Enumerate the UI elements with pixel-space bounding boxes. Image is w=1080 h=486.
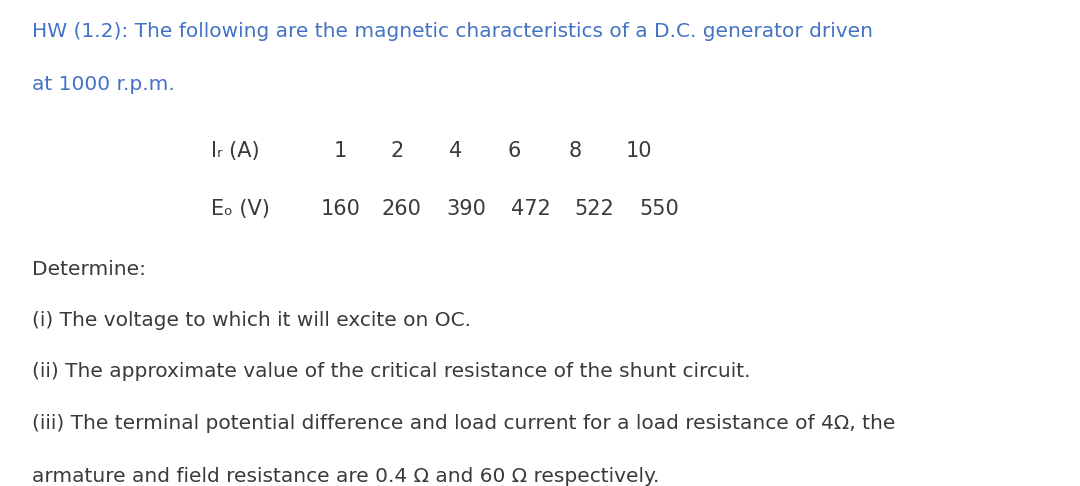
Text: 260: 260 bbox=[382, 199, 421, 219]
Text: armature and field resistance are 0.4 Ω and 60 Ω respectively.: armature and field resistance are 0.4 Ω … bbox=[32, 467, 660, 486]
Text: Eₒ (V): Eₒ (V) bbox=[211, 199, 270, 219]
Text: 550: 550 bbox=[639, 199, 678, 219]
Text: 10: 10 bbox=[626, 141, 652, 161]
Text: 8: 8 bbox=[569, 141, 582, 161]
Text: (iii) The terminal potential difference and load current for a load resistance o: (iii) The terminal potential difference … bbox=[32, 414, 895, 433]
Text: 6: 6 bbox=[508, 141, 521, 161]
Text: at 1000 r.p.m.: at 1000 r.p.m. bbox=[32, 75, 175, 94]
Text: (ii) The approximate value of the critical resistance of the shunt circuit.: (ii) The approximate value of the critic… bbox=[32, 362, 751, 381]
Text: 1: 1 bbox=[334, 141, 347, 161]
Text: 4: 4 bbox=[449, 141, 462, 161]
Text: Determine:: Determine: bbox=[32, 260, 147, 279]
Text: 472: 472 bbox=[512, 199, 551, 219]
Text: (i) The voltage to which it will excite on OC.: (i) The voltage to which it will excite … bbox=[32, 311, 471, 330]
Text: 522: 522 bbox=[575, 199, 613, 219]
Text: HW (1.2): The following are the magnetic characteristics of a D.C. generator dri: HW (1.2): The following are the magnetic… bbox=[32, 22, 874, 41]
Text: 160: 160 bbox=[321, 199, 360, 219]
Text: Iᵣ (A): Iᵣ (A) bbox=[211, 141, 259, 161]
Text: 2: 2 bbox=[391, 141, 404, 161]
Text: 390: 390 bbox=[447, 199, 486, 219]
